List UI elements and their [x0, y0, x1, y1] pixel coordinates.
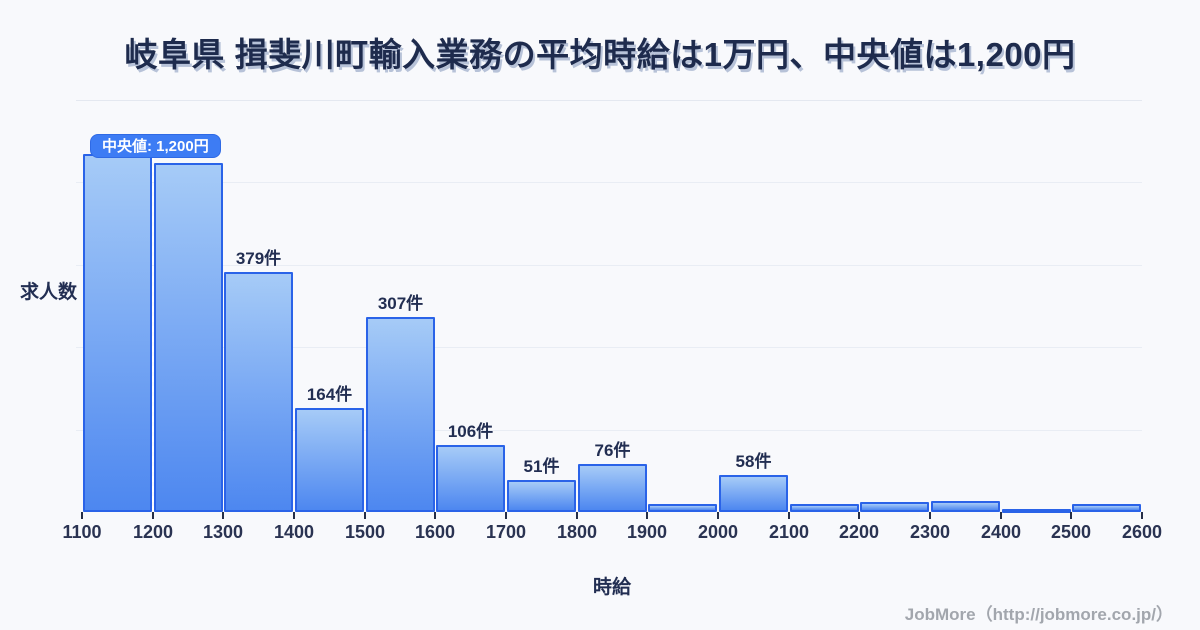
x-tick-label: 2600 [1121, 522, 1163, 542]
histogram-bar [295, 408, 364, 512]
gridline [76, 265, 1142, 266]
x-tick-label: 2300 [909, 522, 951, 542]
x-axis-tick [152, 512, 154, 519]
chart-title: 岐阜県 揖斐川町輸入業務の平均時給は1万円、中央値は1,200円 [124, 36, 1076, 73]
x-axis-tick [1000, 512, 1002, 519]
histogram-bar [1002, 509, 1071, 513]
median-dashed-line [152, 156, 154, 512]
gridline [76, 182, 1142, 183]
x-tick-label: 1900 [626, 522, 668, 542]
footer-credit: JobMore（http://jobmore.co.jp/） [904, 605, 1173, 624]
histogram-bar [366, 317, 435, 512]
x-tick-label: 2100 [768, 522, 810, 542]
x-axis-tick [222, 512, 224, 519]
histogram-bar [154, 163, 223, 512]
x-axis-tick [293, 512, 295, 519]
histogram-bar [860, 502, 929, 512]
x-axis-tick [646, 512, 648, 519]
x-tick-label: 1700 [485, 522, 527, 542]
histogram-bar [224, 272, 293, 512]
bar-value-label: 164件 [306, 385, 353, 404]
histogram-bar [719, 475, 788, 512]
x-axis-tick [364, 512, 366, 519]
bar-value-label: 51件 [523, 457, 560, 476]
x-tick-label: 2500 [1050, 522, 1092, 542]
x-tick-label: 1600 [414, 522, 456, 542]
x-tick-label: 1400 [273, 522, 315, 542]
histogram-bar [1072, 504, 1141, 512]
x-tick-label: 1300 [202, 522, 244, 542]
bar-value-label: 106件 [447, 422, 494, 441]
x-tick-label: 1800 [556, 522, 598, 542]
x-tick-label: 1500 [344, 522, 386, 542]
histogram-bar [578, 464, 647, 512]
histogram-bar [436, 445, 505, 512]
histogram-bar [83, 154, 152, 512]
bar-value-label: 76件 [594, 441, 631, 460]
x-tick-label: 2400 [980, 522, 1022, 542]
x-tick-label: 1200 [132, 522, 174, 542]
median-badge: 中央値: 1,200円 [90, 134, 221, 158]
x-axis-tick [929, 512, 931, 519]
x-axis-tick [434, 512, 436, 519]
x-axis-title: 時給 [592, 577, 631, 598]
y-axis-title: 求人数 [20, 282, 78, 303]
gridline [76, 100, 1142, 101]
histogram-bar [931, 501, 1000, 512]
bar-value-label: 307件 [377, 294, 424, 313]
gridline [76, 347, 1142, 348]
bar-value-label: 379件 [235, 249, 282, 268]
histogram-bar [790, 504, 859, 512]
histogram-bar [648, 504, 717, 512]
x-axis-tick [788, 512, 790, 519]
x-axis-tick [1141, 512, 1143, 519]
x-axis-tick [505, 512, 507, 519]
gridline [76, 430, 1142, 431]
bar-value-label: 58件 [735, 452, 772, 471]
x-tick-label: 2200 [838, 522, 880, 542]
x-tick-label: 1100 [62, 522, 102, 542]
x-axis-tick [717, 512, 719, 519]
x-tick-label: 2000 [697, 522, 739, 542]
histogram-bar [507, 480, 576, 512]
x-axis-tick [81, 512, 83, 519]
x-axis-tick [576, 512, 578, 519]
x-axis-tick [1070, 512, 1072, 519]
x-axis-tick [858, 512, 860, 519]
